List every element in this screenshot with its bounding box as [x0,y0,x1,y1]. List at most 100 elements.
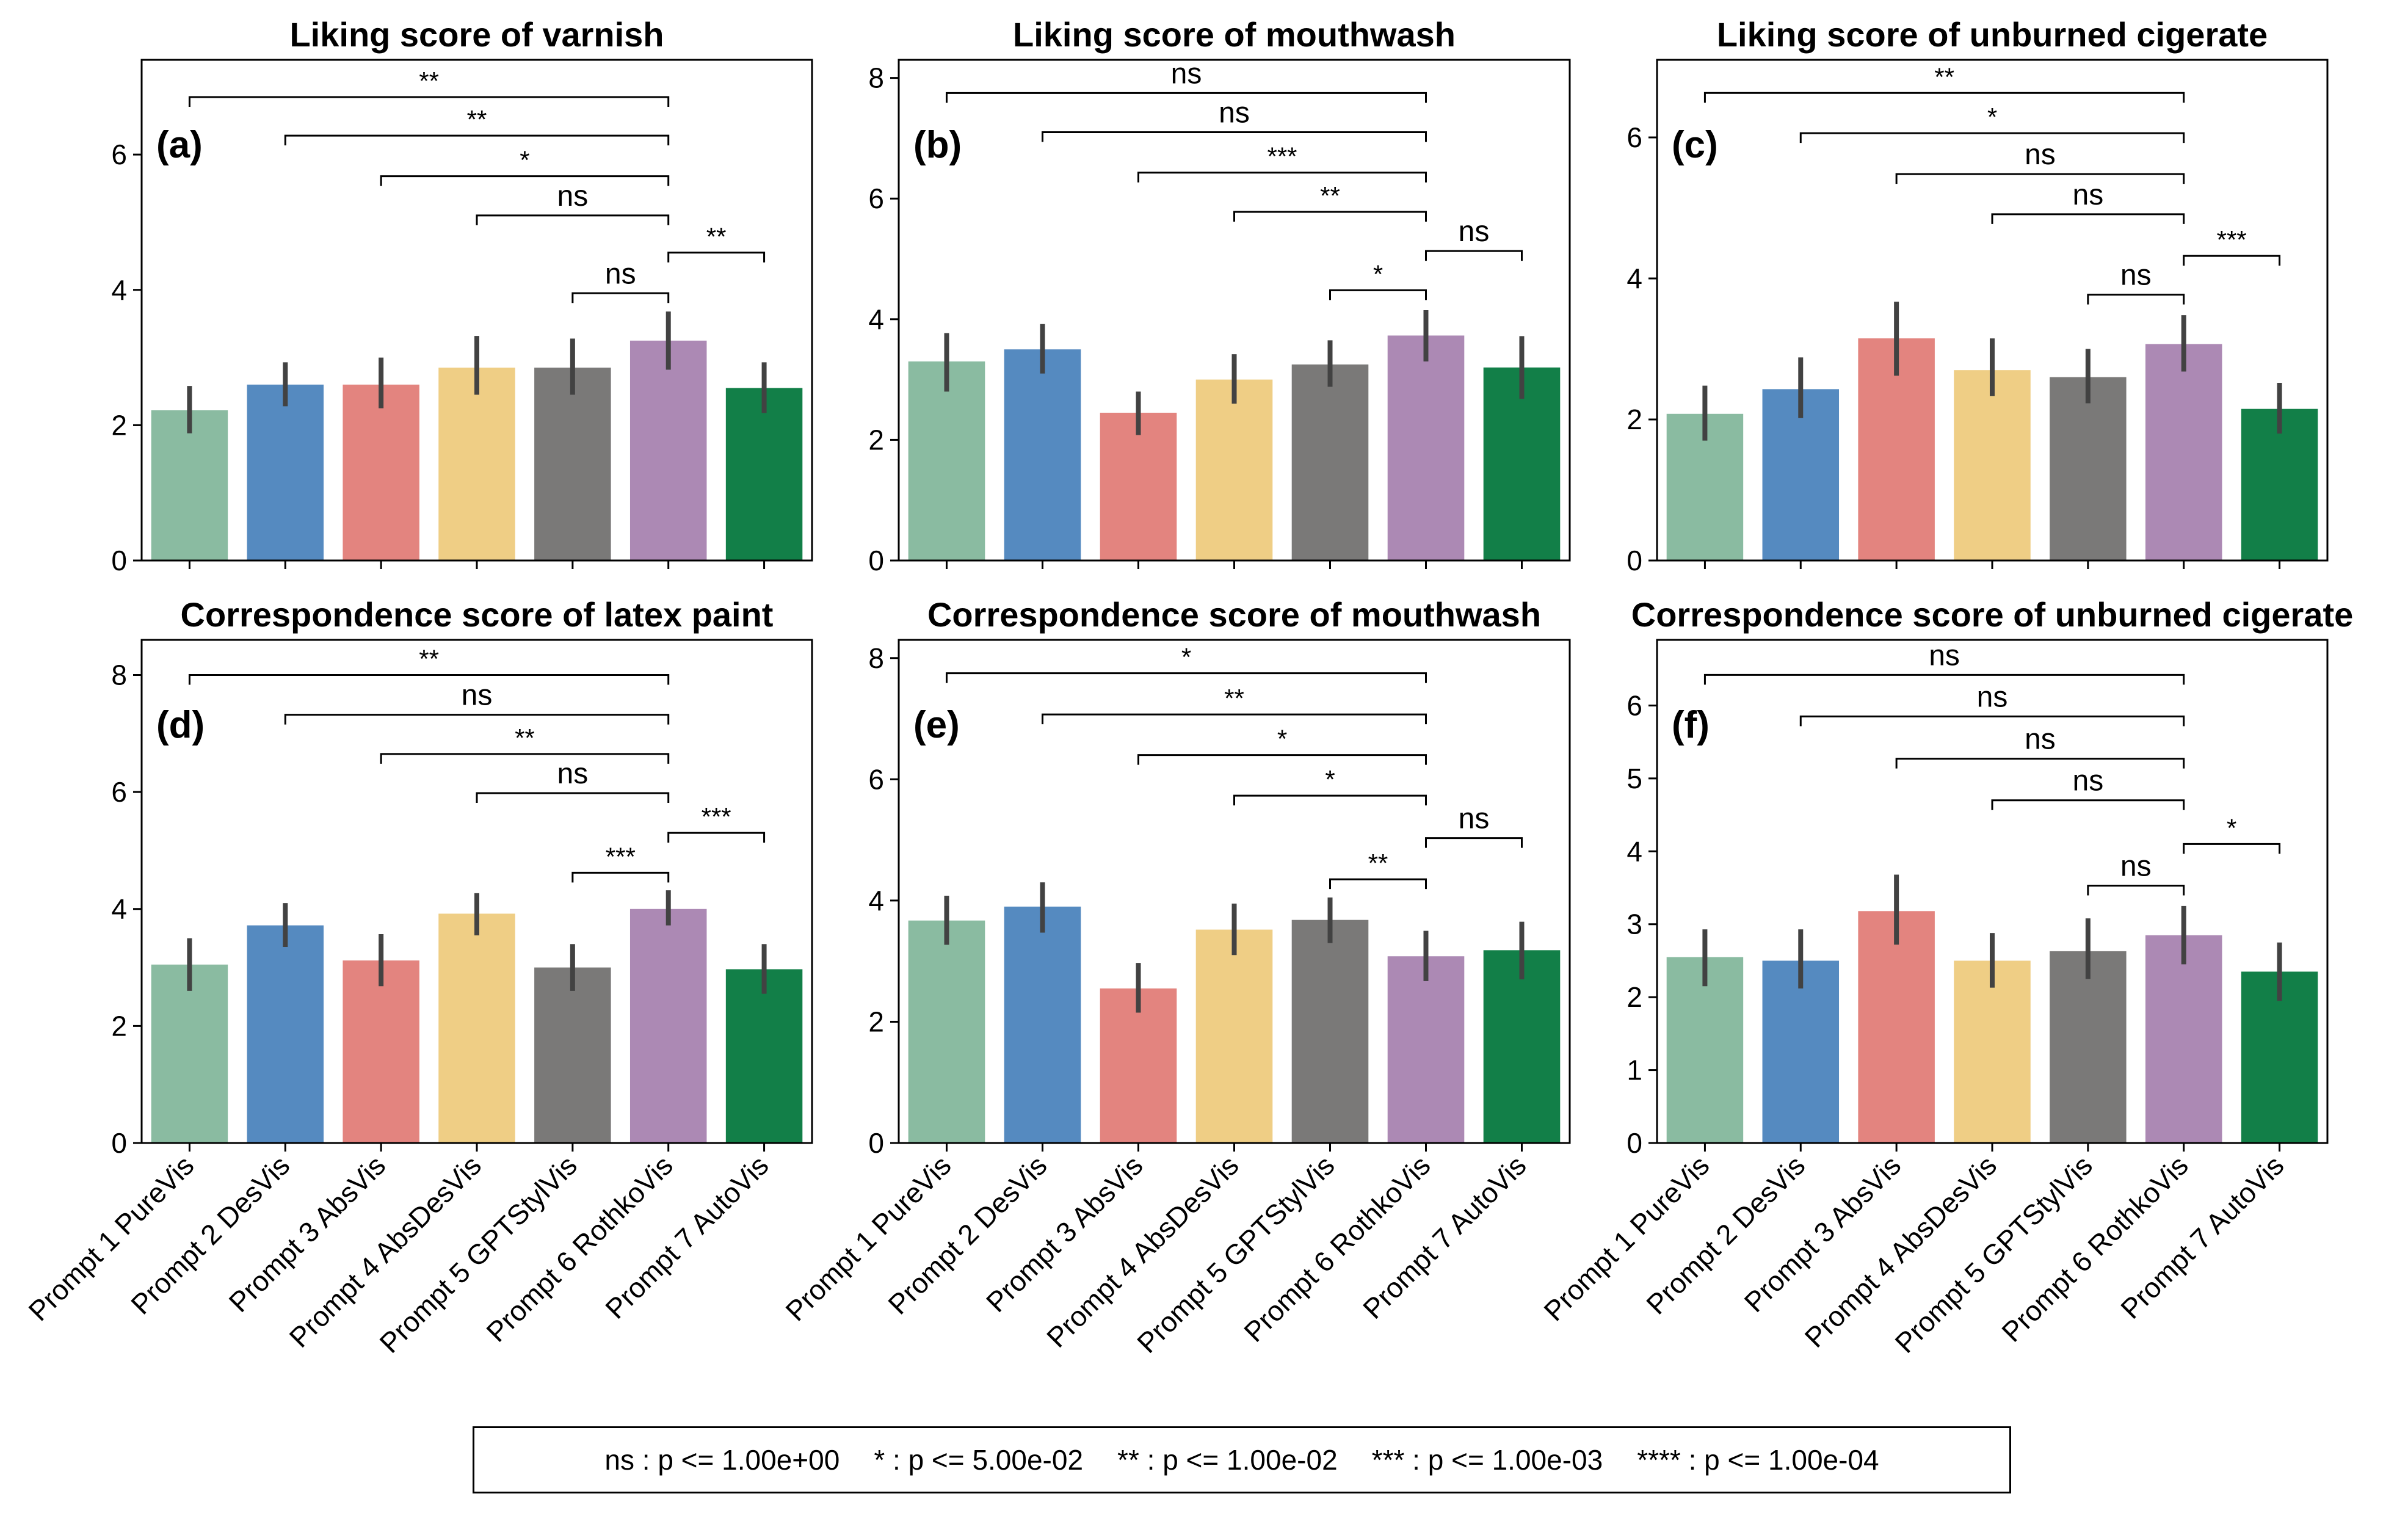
significance-label: ns [1929,639,1960,672]
significance-label: * [1325,765,1335,794]
chart-title: Correspondence score of latex paint [181,595,774,634]
x-tick-label: Prompt 4 AbsDesVis [1799,1149,2003,1353]
significance-bracket [1233,211,1427,222]
y-tick-label: 1 [1626,1054,1642,1086]
significance-bracket [1329,289,1427,300]
significance-label: * [520,146,529,175]
y-tick-label: 0 [1626,545,1642,576]
bar-2 [247,384,324,561]
significance-label: * [1987,103,1997,131]
significance-label: ns [1171,57,1202,90]
y-tick-label: 5 [1626,763,1642,794]
significance-label: ** [467,105,487,134]
significance-bracket [1895,173,2185,184]
significance-bracket [1042,131,1427,142]
significance-label: ns [1459,803,1490,835]
significance-bracket [1425,250,1523,261]
chart-panel-3: Liking score of unburned cigerate 0 2 4 6 (c)… [1626,15,2329,576]
y-tick-label: 0 [868,1127,884,1159]
y-tick-label: 0 [868,545,884,576]
x-tick-label: Prompt 6 RothkoVis [480,1149,678,1348]
significance-bracket [946,92,1427,103]
bar-2 [247,925,324,1143]
significance-bracket [188,96,670,107]
significance-legend: ns : p <= 1.00e+00 * : p <= 5.00e-02 ** … [473,1426,2011,1493]
x-tick-label: Prompt 7 AutoVis [1357,1149,1532,1324]
bar-4 [1195,379,1273,561]
significance-bracket [284,134,670,146]
significance-label: ns [557,758,589,790]
chart-panel-5: Correspondence score of mouthwash 0 2 4 6 8 Pr… [779,595,1571,1359]
y-tick-label: 4 [111,893,127,925]
x-tick-label: Prompt 6 RothkoVis [1238,1149,1436,1348]
significance-label: ns [2120,850,2152,882]
y-tick-label: 2 [1626,981,1642,1013]
bar-4 [438,913,515,1143]
chart-panel-6: Correspondence score of unburned cigerat… [1537,595,2353,1359]
significance-bracket [1799,715,2185,727]
panel-label: (b) [913,124,962,166]
significance-label: ** [419,644,439,673]
bar-6 [1387,956,1465,1143]
x-tick-label: Prompt 1 PureVis [779,1149,957,1327]
significance-label: * [1373,259,1383,288]
panel-label: (f) [1672,704,1710,746]
significance-label: *** [2217,225,2247,254]
panel-label: (e) [913,704,960,746]
significance-bracket [1137,754,1427,765]
y-tick-label: 8 [868,642,884,674]
significance-bracket [188,673,670,685]
significance-bracket [2087,294,2185,305]
significance-bracket [667,252,766,263]
bar-4 [1195,929,1273,1143]
significance-label: ** [1934,62,1954,91]
y-tick-label: 6 [868,183,884,214]
chart-title: Liking score of mouthwash [1013,15,1456,54]
y-tick-label: 2 [1626,404,1642,435]
significance-label: ns [2073,179,2104,211]
bar-2 [1004,349,1081,561]
y-tick-label: 2 [868,424,884,455]
legend-three-star: *** : p <= 1.00e-03 [1371,1444,1603,1476]
y-tick-label: 0 [111,1127,127,1159]
y-tick-label: 8 [868,62,884,94]
y-tick-label: 0 [1626,1127,1642,1159]
legend-ns: ns : p <= 1.00e+00 [604,1444,840,1476]
y-tick-label: 6 [111,139,127,170]
bar-1 [151,964,228,1143]
significance-label: ** [515,724,535,752]
significance-bracket [476,792,670,804]
x-tick-label: Prompt 7 AutoVis [599,1149,774,1324]
significance-label: ns [2073,765,2104,797]
bar-7 [725,969,803,1143]
significance-label: ** [1224,684,1244,713]
bar-1 [1666,957,1744,1143]
significance-bracket [2087,884,2185,896]
legend-two-star: ** : p <= 1.00e-02 [1117,1444,1338,1476]
y-tick-label: 0 [111,545,127,576]
bar-7 [2241,408,2318,561]
x-tick-label: Prompt 2 DesVis [882,1149,1053,1320]
y-tick-label: 6 [1626,122,1642,153]
significance-label: ns [1977,681,2008,713]
significance-bracket [1799,132,2185,143]
x-tick-label: Prompt 4 AbsDesVis [1040,1149,1244,1353]
significance-label: ns [1219,97,1250,129]
bar-5 [1291,920,1369,1143]
x-tick-label: Prompt 6 RothkoVis [1995,1149,2194,1348]
bar-4 [438,368,515,561]
significance-bracket [1703,92,2185,103]
bar-2 [1004,906,1081,1143]
y-tick-label: 6 [1626,689,1642,721]
y-tick-label: 4 [868,303,884,335]
significance-bracket [476,214,670,225]
bar-5 [1291,364,1369,561]
y-tick-label: 3 [1626,909,1642,940]
significance-bracket [1703,673,2185,685]
chart-title: Correspondence score of unburned cigerat… [1631,595,2353,634]
bar-5 [2050,377,2127,561]
bar-6 [1387,335,1465,561]
bar-6 [2145,935,2222,1143]
bar-2 [1762,960,1840,1143]
bar-3 [1858,911,1935,1143]
